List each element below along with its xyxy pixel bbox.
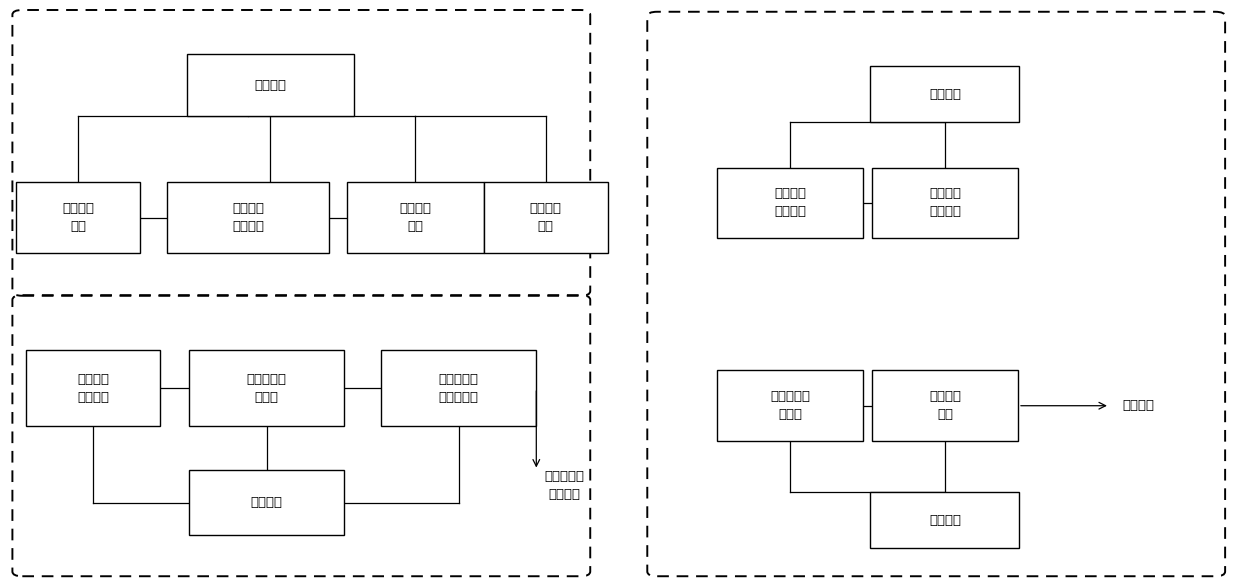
Text: 信号整形放
大输出单元: 信号整形放 大输出单元 [439, 373, 479, 403]
Bar [186, 55, 355, 116]
Bar [870, 66, 1019, 122]
Bar [870, 493, 1019, 548]
Bar [16, 182, 140, 253]
Text: 变频脉冲
驱动单元: 变频脉冲 驱动单元 [232, 202, 264, 233]
Bar [717, 370, 863, 441]
Text: 校准信号
发射单元: 校准信号 发射单元 [929, 188, 961, 218]
Bar [26, 350, 160, 426]
Text: 阵列红外
接收单元: 阵列红外 接收单元 [77, 373, 109, 403]
Bar [872, 370, 1018, 441]
Text: 自动增益控
制单元: 自动增益控 制单元 [247, 373, 286, 403]
Text: 接中线位置
控制系统: 接中线位置 控制系统 [544, 470, 584, 500]
Bar [382, 350, 536, 426]
Text: 电源单元: 电源单元 [929, 514, 961, 527]
Text: 电源单元: 电源单元 [250, 496, 283, 509]
Text: 电源单元: 电源单元 [929, 88, 961, 101]
Bar [872, 168, 1018, 238]
Text: 校准信号接
收单元: 校准信号接 收单元 [770, 390, 810, 421]
Bar [188, 470, 343, 535]
Text: 状态显示: 状态显示 [1122, 399, 1154, 412]
Text: 红外发射
单元: 红外发射 单元 [399, 202, 432, 233]
Text: 电源单元: 电源单元 [254, 79, 286, 92]
Bar [347, 182, 484, 253]
Text: 光学处理
单元: 光学处理 单元 [529, 202, 562, 233]
Bar [167, 182, 329, 253]
Text: 显示输出
单元: 显示输出 单元 [929, 390, 961, 421]
Text: 脉冲发生
单元: 脉冲发生 单元 [62, 202, 94, 233]
Text: 校准信号
产生单元: 校准信号 产生单元 [774, 188, 806, 218]
Bar [188, 350, 343, 426]
Bar [717, 168, 863, 238]
Bar [484, 182, 608, 253]
